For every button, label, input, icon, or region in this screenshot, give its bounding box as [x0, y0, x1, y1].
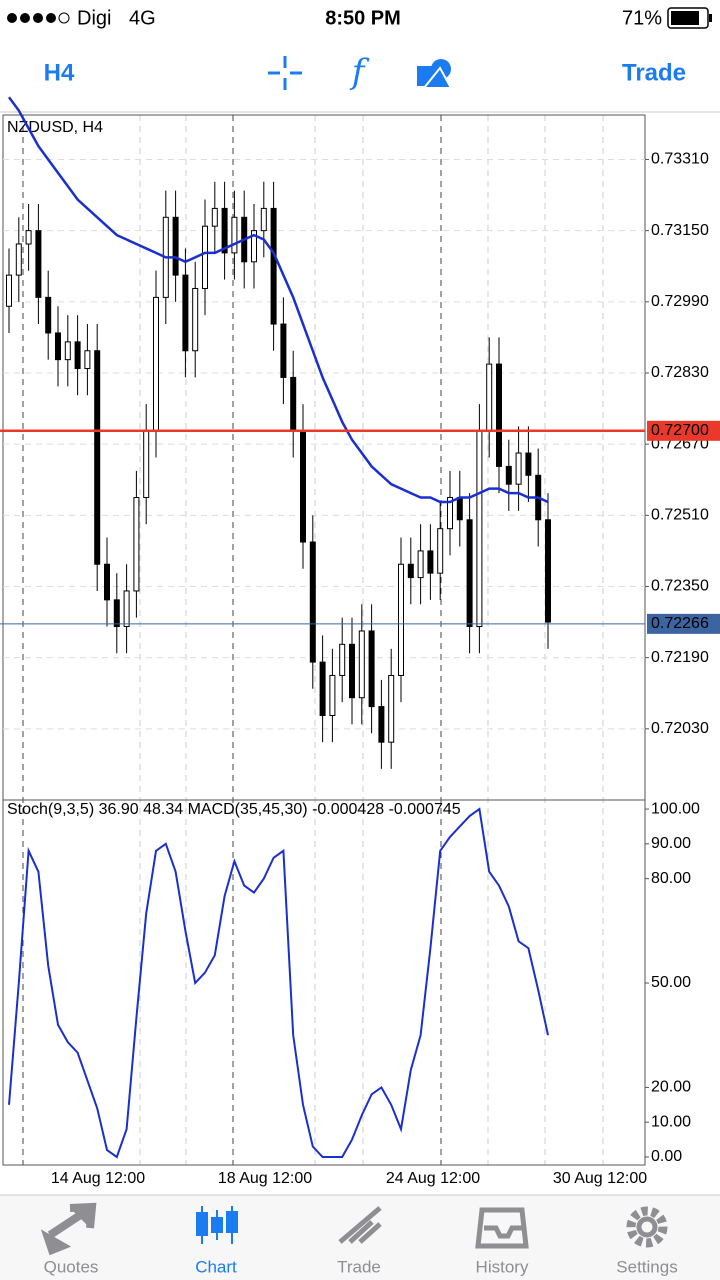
- candle-body: [84, 350, 91, 370]
- battery-level: 71%: [622, 7, 662, 29]
- candle-body: [388, 674, 395, 743]
- price-tag: [647, 613, 720, 634]
- candle-body: [505, 465, 512, 485]
- candle-body: [358, 630, 365, 699]
- candle-body: [231, 216, 238, 254]
- y-tick-label: 0.00: [651, 1148, 682, 1165]
- candle-body: [300, 430, 306, 543]
- x-tick-label: 30 Aug 12:00: [553, 1170, 647, 1187]
- candle-body: [172, 216, 179, 276]
- network: 4G: [129, 7, 156, 29]
- candle-body: [270, 207, 277, 325]
- y-tick-label: 0.72830: [651, 364, 709, 381]
- candle-body: [104, 563, 110, 601]
- candle-body: [398, 563, 404, 676]
- candle-body: [486, 363, 493, 432]
- y-tick-label: 0.72990: [651, 293, 709, 310]
- candle-body: [113, 599, 120, 628]
- price-tag: [647, 420, 720, 441]
- candle-body: [417, 550, 424, 579]
- toolbar: H4 f Trade: [44, 52, 686, 92]
- y-tick-label: 50.00: [651, 974, 691, 991]
- candle-body: [476, 430, 483, 628]
- candle-body: [515, 452, 522, 485]
- y-tick-label: 10.00: [651, 1113, 691, 1130]
- candle-body: [456, 497, 463, 521]
- candle-body: [15, 243, 22, 276]
- candle-body: [496, 363, 502, 467]
- candle-body: [153, 296, 159, 432]
- clock: 8:50 PM: [325, 7, 401, 29]
- candle-body: [251, 230, 257, 263]
- trade-button[interactable]: Trade: [622, 59, 686, 86]
- tab-label[interactable]: Chart: [195, 1257, 237, 1276]
- y-tick-label: 90.00: [651, 835, 691, 852]
- candle-body: [143, 430, 150, 499]
- y-tick-label: 100.00: [651, 800, 700, 817]
- candle-body: [55, 332, 61, 361]
- timeframe-button[interactable]: H4: [44, 59, 75, 86]
- stochastic-line: [8, 807, 549, 1159]
- candle-body: [368, 630, 375, 708]
- candle-body: [64, 341, 71, 361]
- candle-body: [545, 519, 551, 623]
- candle-body: [25, 230, 32, 245]
- candle-body: [339, 643, 346, 676]
- moving-average: [7, 96, 549, 504]
- candle-body: [290, 376, 297, 432]
- y-tick-label: 0.72190: [651, 649, 709, 666]
- candle-body: [407, 563, 414, 579]
- candle-body: [123, 590, 130, 628]
- y-tick-label: 20.00: [651, 1079, 691, 1096]
- x-tick-label: 18 Aug 12:00: [218, 1170, 312, 1187]
- candle-body: [45, 296, 52, 334]
- x-tick-label: 24 Aug 12:00: [386, 1170, 480, 1187]
- candle-body: [447, 497, 453, 530]
- price-tag-label: 0.72266: [651, 615, 709, 632]
- tab-label[interactable]: Settings: [616, 1257, 677, 1276]
- candle-body: [74, 341, 81, 370]
- candle-body: [94, 350, 101, 565]
- candle-body: [202, 225, 208, 289]
- candle-body: [319, 661, 326, 716]
- tab-bar: [0, 1194, 720, 1280]
- oscillator-label: Stoch(9,3,5) 36.90 48.34 MACD(35,45,30) …: [7, 801, 461, 818]
- y-tick-label: 0.72350: [651, 578, 709, 595]
- carrier: Digi: [77, 7, 111, 29]
- candle-body: [6, 274, 12, 307]
- candle-body: [427, 550, 434, 574]
- candle-body: [329, 674, 336, 716]
- candle-body: [466, 519, 473, 628]
- crosshair-button[interactable]: [268, 56, 302, 90]
- candle-body: [35, 230, 42, 298]
- tab-label[interactable]: History: [476, 1257, 529, 1276]
- symbol-label: NZDUSD, H4: [7, 119, 103, 136]
- candle-body: [133, 497, 140, 592]
- candle-body: [349, 643, 355, 699]
- chart-frame: [2, 114, 646, 1166]
- y-tick-label: 0.73150: [651, 222, 709, 239]
- candle-body: [525, 452, 532, 476]
- candle-body: [221, 207, 228, 254]
- status-bar: Digi 4G 8:50 PM 71%: [7, 7, 712, 29]
- objects-button[interactable]: [417, 59, 453, 89]
- y-tick-label: 0.72030: [651, 720, 709, 737]
- candle-body: [437, 528, 444, 574]
- candle-body: [192, 287, 199, 352]
- candle-body: [182, 274, 189, 352]
- tab-label[interactable]: Quotes: [44, 1257, 99, 1276]
- y-tick-label: 0.72510: [651, 507, 709, 524]
- candle-body: [378, 706, 385, 743]
- candle-body: [309, 541, 316, 663]
- x-tick-label: 14 Aug 12:00: [51, 1170, 145, 1187]
- candle-body: [280, 323, 287, 378]
- indicators-button[interactable]: f: [349, 52, 370, 92]
- price-tag-label: 0.72700: [651, 422, 709, 439]
- candle-body: [211, 207, 218, 227]
- y-tick-label: 80.00: [651, 870, 691, 887]
- candle-body: [260, 207, 267, 232]
- y-tick-label: 0.73310: [651, 151, 709, 168]
- tab-label[interactable]: Trade: [337, 1257, 381, 1276]
